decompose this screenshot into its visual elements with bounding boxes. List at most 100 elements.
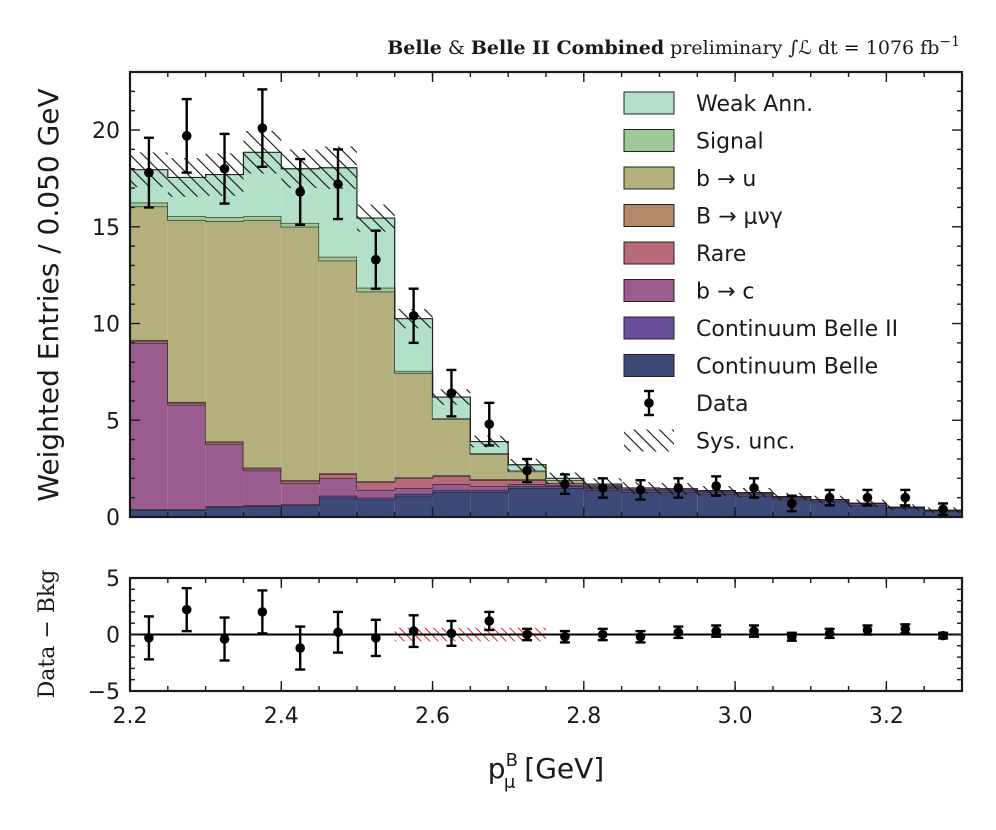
bar-1-9 bbox=[470, 489, 509, 492]
legend-swatch-1 bbox=[623, 129, 675, 152]
x-tick-label-3: 2.8 bbox=[566, 704, 601, 729]
ratio-plot-frame bbox=[128, 576, 964, 693]
bar-2-8 bbox=[432, 484, 471, 490]
data-point-4 bbox=[295, 187, 305, 197]
legend-label-9: Sys. unc. bbox=[696, 430, 795, 455]
ratio-point-0 bbox=[144, 633, 154, 643]
bar-3-6 bbox=[356, 482, 395, 490]
ratio-y-axis-label: Data − Bkg bbox=[35, 570, 60, 699]
bar-3-7 bbox=[394, 478, 433, 488]
bar-2-10 bbox=[508, 484, 546, 487]
bar-6-7 bbox=[394, 370, 433, 373]
ratio-point-21 bbox=[938, 630, 948, 641]
ratio-ytick-label-1: 0 bbox=[106, 624, 120, 649]
bar-2-2 bbox=[205, 444, 244, 507]
x-tick-label-0: 2.2 bbox=[113, 704, 148, 729]
bar-2-9 bbox=[470, 486, 509, 490]
data-point-15 bbox=[711, 481, 721, 491]
bar-0-19 bbox=[848, 505, 887, 517]
bar-1-10 bbox=[508, 486, 546, 488]
data-point-21 bbox=[938, 504, 948, 515]
bar-1-5 bbox=[319, 495, 357, 498]
series-2 bbox=[130, 342, 962, 511]
bar-3-8 bbox=[432, 476, 471, 485]
x-axis-superscript: B bbox=[506, 750, 518, 771]
data-point-19 bbox=[862, 492, 873, 503]
data-point-1 bbox=[181, 131, 192, 141]
legend-label-2: b → u bbox=[696, 167, 756, 192]
x-tick-label-1: 2.4 bbox=[264, 704, 299, 729]
ratio-point-1 bbox=[181, 604, 192, 615]
data-point-6 bbox=[371, 254, 381, 265]
ratio-plot-area bbox=[130, 586, 962, 671]
bar-5-6 bbox=[356, 291, 395, 482]
ratio-point-15 bbox=[711, 626, 721, 636]
main-ytick-label-0: 0 bbox=[106, 506, 120, 531]
bar-3-5 bbox=[319, 474, 357, 479]
legend-label-7: Continuum Belle bbox=[696, 355, 878, 380]
header-label: Belle & Belle II Combined preliminary ∫ℒ… bbox=[387, 34, 960, 59]
bar-5-2 bbox=[205, 220, 244, 442]
bar-6-1 bbox=[167, 216, 206, 221]
data-point-17 bbox=[787, 498, 797, 509]
data-point-5 bbox=[333, 179, 343, 190]
bar-0-10 bbox=[508, 487, 546, 517]
data-point-3 bbox=[257, 123, 268, 133]
bar-0-0 bbox=[130, 510, 168, 517]
bar-0-18 bbox=[810, 501, 849, 517]
bar-2-0 bbox=[130, 342, 168, 510]
legend-label-3: B → μνγ bbox=[696, 205, 783, 230]
ratio-point-5 bbox=[333, 627, 343, 638]
ratio-point-17 bbox=[787, 631, 797, 642]
bar-2-3 bbox=[243, 470, 282, 506]
data-point-0 bbox=[144, 167, 154, 178]
header-luminosity: ∫ℒ dt = 1076 fb bbox=[788, 37, 939, 59]
data-point-18 bbox=[824, 492, 835, 503]
ratio-ytick-label-2: 5 bbox=[106, 567, 120, 592]
bar-0-15 bbox=[697, 493, 736, 517]
main-ytick-label-4: 20 bbox=[92, 119, 120, 144]
ratio-ytick-label-0: −5 bbox=[88, 680, 120, 705]
data-point-7 bbox=[408, 310, 419, 321]
bar-0-6 bbox=[356, 499, 395, 517]
bar-0-20 bbox=[886, 508, 925, 517]
legend-swatch-6 bbox=[623, 316, 675, 340]
data-point-16 bbox=[749, 483, 759, 493]
data-points bbox=[143, 88, 949, 517]
bar-0-1 bbox=[167, 510, 206, 517]
bar-2-6 bbox=[356, 489, 395, 498]
ratio-point-8 bbox=[446, 628, 457, 639]
legend-swatch-4 bbox=[623, 241, 675, 265]
bar-0-3 bbox=[243, 506, 282, 517]
bar-5-3 bbox=[243, 220, 282, 468]
bar-0-7 bbox=[394, 495, 433, 517]
x-axis-label: pB μ [GeV] bbox=[488, 750, 604, 793]
legend-hatch-swatch bbox=[624, 429, 674, 452]
ratio-point-14 bbox=[673, 627, 684, 638]
data-point-2 bbox=[219, 163, 230, 174]
bar-1-7 bbox=[394, 493, 433, 496]
bar-2-4 bbox=[281, 483, 320, 505]
data-point-8 bbox=[446, 388, 457, 398]
bar-6-3 bbox=[243, 216, 282, 221]
bar-2-1 bbox=[167, 404, 206, 510]
legend-swatch-3 bbox=[623, 204, 675, 227]
bar-3-2 bbox=[205, 442, 244, 445]
data-point-9 bbox=[484, 419, 495, 429]
legend-label-0: Weak Ann. bbox=[696, 92, 813, 117]
legend-label-8: Data bbox=[696, 392, 749, 417]
x-axis-symbol: p bbox=[488, 752, 506, 785]
ratio-point-20 bbox=[900, 624, 911, 634]
bar-5-1 bbox=[167, 220, 206, 402]
bar-0-5 bbox=[319, 497, 357, 517]
bar-6-5 bbox=[319, 256, 357, 261]
data-point-11 bbox=[560, 479, 570, 489]
y-axis-label: Weighted Entries / 0.050 GeV bbox=[32, 88, 65, 501]
bar-0-16 bbox=[735, 495, 773, 517]
data-point-14 bbox=[673, 483, 684, 493]
x-axis-subscript: μ bbox=[504, 772, 516, 793]
main-ytick-label-2: 10 bbox=[92, 313, 120, 338]
ratio-point-11 bbox=[560, 631, 570, 642]
data-point-13 bbox=[635, 485, 646, 495]
